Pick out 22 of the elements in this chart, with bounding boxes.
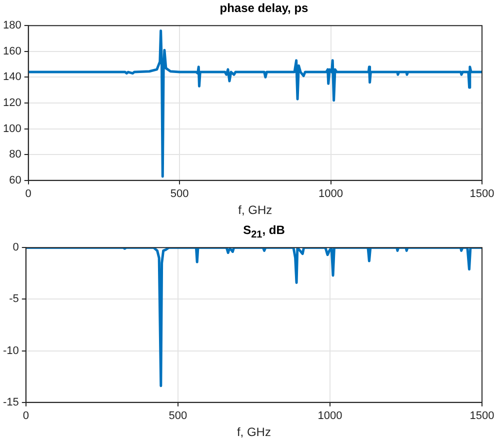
x-tick-label: 1500	[470, 410, 494, 422]
y-tick-label: 140	[2, 71, 22, 84]
chart-title: S$_{21}$, dB	[242, 222, 286, 240]
x-tick-label: 500	[170, 188, 189, 200]
x-tick-label: 1500	[470, 188, 494, 200]
y-tick-label: 80	[9, 148, 22, 161]
y-tick-label: 180	[2, 20, 22, 32]
y-tick-label: 0	[12, 242, 19, 254]
y-tick-label: 120	[2, 97, 22, 110]
x-tick-label: 500	[168, 410, 188, 422]
y-tick-label: 100	[2, 122, 22, 135]
y-tick-label: 160	[2, 45, 22, 58]
chart-title: phase delay, ps	[218, 0, 310, 16]
y-tick-label: -10	[2, 344, 19, 357]
x-tick-label: 1000	[318, 188, 344, 200]
y-tick-label: -5	[9, 293, 19, 306]
y-tick-label: 60	[9, 174, 22, 186]
x-axis-title: f, GHz	[238, 203, 272, 218]
y-tick-label: -15	[2, 396, 19, 408]
x-tick-label: 0	[25, 188, 32, 200]
x-axis-title: f, GHz	[236, 425, 271, 440]
x-tick-label: 1000	[318, 410, 342, 422]
